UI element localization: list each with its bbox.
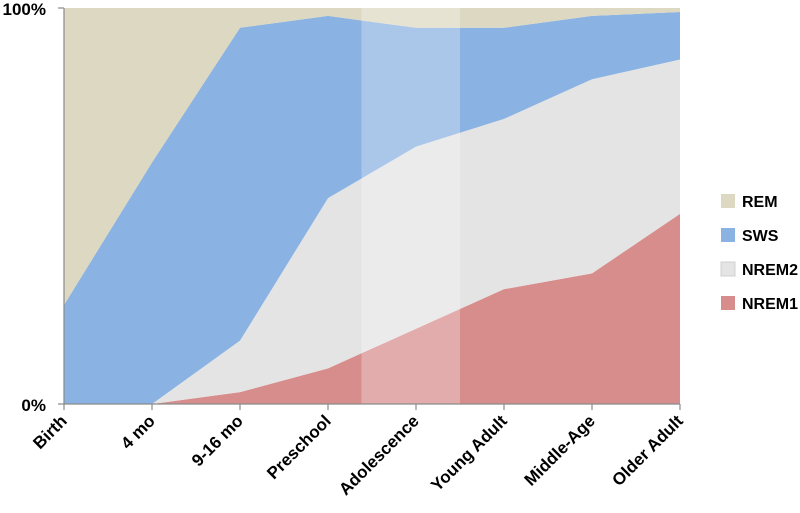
x-tick-labels: Birth 4 mo 9-16 mo Preschool Adolescence Youn…	[29, 411, 687, 499]
area-nrem1	[64, 213, 680, 404]
x-tick-label: Young Adult	[427, 411, 511, 495]
y-tick-labels: 0% 100%	[3, 0, 46, 415]
x-tick-label: Adolescence	[335, 411, 423, 499]
legend-swatch	[720, 261, 736, 277]
legend-label: SWS	[742, 228, 779, 245]
axes	[58, 7, 681, 410]
legend-label: NREM1	[742, 296, 798, 313]
x-tick-label: 9-16 mo	[188, 411, 247, 470]
x-tick-label: Preschool	[263, 411, 335, 483]
legend-item-sws: SWS	[721, 228, 779, 245]
y-tick-label: 100%	[3, 0, 46, 19]
legend-item-nrem1: NREM1	[721, 296, 798, 313]
y-tick-label: 0%	[21, 396, 46, 415]
legend-swatch	[721, 296, 735, 310]
area-nrem2	[64, 59, 680, 404]
legend: REM SWS NREM2 NREM1	[720, 194, 798, 313]
area-layer	[64, 8, 680, 405]
legend-swatch	[721, 194, 735, 208]
highlight-band	[361, 8, 460, 404]
legend-swatch	[721, 228, 735, 242]
area-sws	[64, 11, 680, 405]
x-tick-label: Middle-Age	[521, 411, 599, 489]
legend-label: NREM2	[742, 262, 798, 279]
x-tick-label: Older Adult	[608, 411, 687, 490]
legend-item-rem: REM	[721, 194, 778, 211]
legend-item-nrem2: NREM2	[720, 261, 798, 279]
area-rem	[64, 8, 680, 305]
x-tick-label: 4 mo	[117, 411, 158, 452]
legend-label: REM	[742, 194, 778, 211]
x-tick-label: Birth	[29, 411, 70, 452]
